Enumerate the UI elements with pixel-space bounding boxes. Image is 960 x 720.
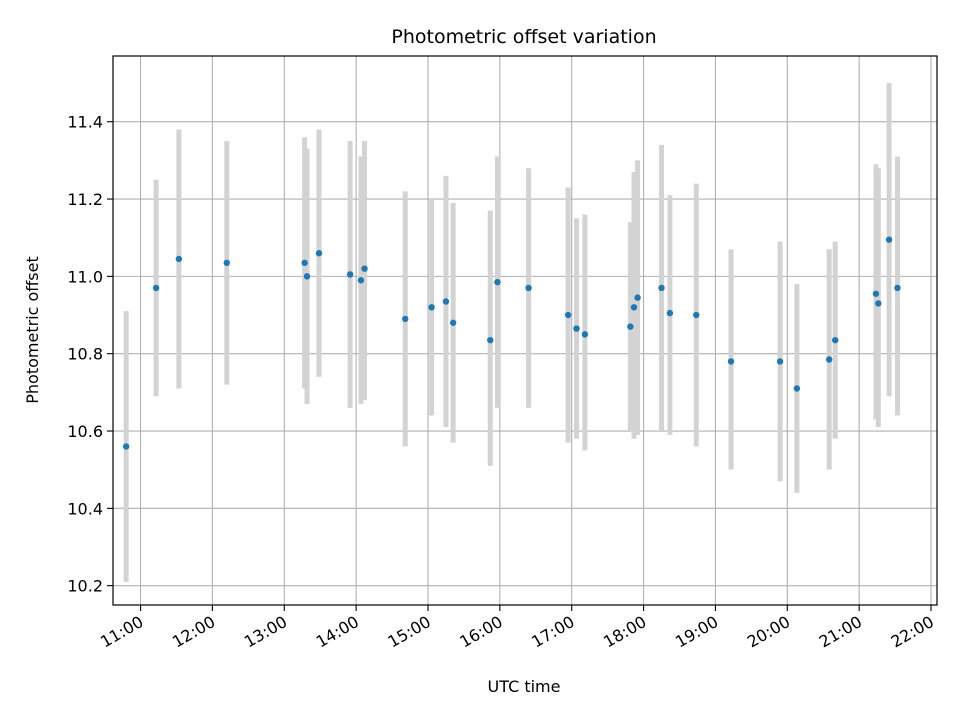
- y-tick-label: 11.0: [67, 267, 103, 286]
- data-point: [831, 336, 839, 344]
- y-tick-label: 10.6: [67, 422, 103, 441]
- data-point: [658, 284, 665, 292]
- data-point: [402, 315, 409, 323]
- data-point: [122, 443, 130, 450]
- chart-title: Photometric offset variation: [391, 26, 656, 48]
- data-point: [776, 358, 784, 365]
- data-point: [627, 323, 634, 330]
- data-point: [223, 259, 230, 267]
- plot-frame: [112, 55, 938, 606]
- data-point: [357, 277, 365, 284]
- x-axis-label: UTC time: [488, 677, 561, 696]
- data-point: [315, 249, 323, 257]
- data-point: [428, 304, 435, 311]
- data-point: [442, 298, 450, 305]
- y-tick-label: 10.8: [67, 345, 103, 364]
- grid: [113, 56, 937, 605]
- data-point: [793, 385, 801, 392]
- data-point: [361, 265, 368, 272]
- data-point: [826, 356, 833, 363]
- data-point: [727, 358, 735, 365]
- y-tick-label: 11.2: [67, 190, 103, 209]
- data-point: [573, 325, 580, 332]
- data-point: [666, 309, 674, 317]
- data-points: [122, 236, 901, 450]
- data-point: [449, 319, 457, 326]
- data-point: [630, 304, 638, 311]
- y-tick-label: 10.2: [67, 577, 103, 596]
- y-axis-ticks: 10.2 10.4 10.6 10.8 11.0 11.2 11.4: [67, 113, 113, 596]
- data-point: [693, 311, 700, 319]
- data-point: [303, 273, 311, 280]
- data-point: [634, 294, 641, 301]
- y-tick-label: 10.4: [67, 499, 103, 518]
- data-point: [346, 271, 354, 278]
- y-axis-label: Photometric offset: [23, 256, 42, 404]
- data-point: [875, 300, 882, 307]
- data-point: [301, 259, 308, 267]
- data-point: [872, 290, 880, 297]
- data-point: [564, 311, 572, 319]
- y-tick-label: 11.4: [67, 113, 103, 132]
- data-point: [885, 236, 893, 243]
- data-point: [581, 331, 589, 338]
- data-point: [175, 255, 183, 263]
- data-point: [152, 284, 160, 292]
- data-point: [494, 278, 501, 286]
- data-point: [525, 284, 532, 292]
- data-point: [894, 284, 901, 292]
- data-point: [487, 336, 494, 344]
